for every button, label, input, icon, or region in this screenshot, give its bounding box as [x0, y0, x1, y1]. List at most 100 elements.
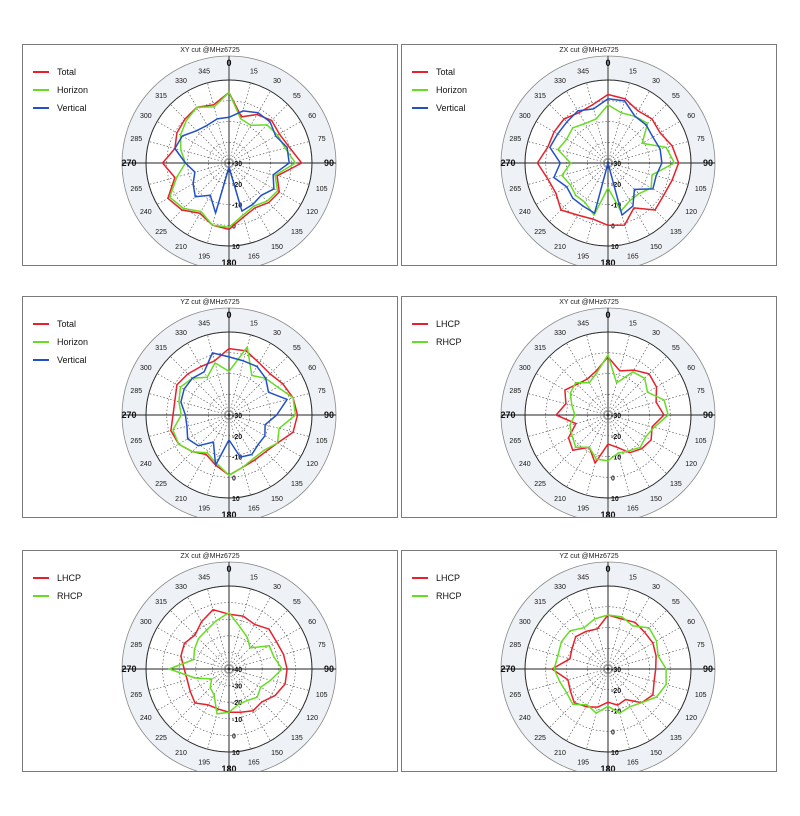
angle-label: 15	[629, 320, 637, 327]
angle-label: 225	[534, 481, 546, 488]
series-line-rhcp	[553, 614, 667, 714]
angle-label: 195	[198, 506, 210, 513]
angle-label: 330	[175, 330, 187, 337]
angle-label: 165	[248, 506, 260, 513]
legend-label: RHCP	[436, 591, 462, 601]
ring-label: -20	[232, 182, 242, 189]
angle-label: 285	[509, 136, 521, 143]
series-line-rhcp	[168, 611, 283, 715]
ring-label: 0	[611, 475, 615, 482]
angle-label: 270	[500, 158, 515, 168]
angle-label: 165	[627, 760, 639, 767]
legend-label: Total	[57, 67, 77, 77]
angle-label: 240	[140, 209, 152, 216]
angle-label: 135	[670, 735, 682, 742]
panel-yz-cut-circular: YZ cut @MHz6725 LHCP RHCP 0 15 30 55 60 75 90 1…	[401, 550, 777, 772]
angle-label: 55	[672, 345, 680, 352]
angle-label: 300	[140, 619, 152, 626]
angle-label: 15	[250, 320, 258, 327]
legend-label: Total	[57, 319, 77, 329]
angle-label: 15	[629, 68, 637, 75]
angle-label: 30	[652, 330, 660, 337]
angle-label: 180	[221, 510, 236, 518]
ring-label: -20	[611, 182, 621, 189]
angle-label: 330	[554, 78, 566, 85]
angle-label: 60	[308, 619, 316, 626]
angle-label: 315	[534, 345, 546, 352]
angle-label: 105	[316, 692, 328, 699]
legend-item-vertical: Vertical	[412, 99, 467, 117]
angle-label: 180	[600, 510, 615, 518]
panel-yz-cut-polarization: YZ cut @MHz6725 Total Horizon Vertical 0…	[22, 296, 398, 518]
ring-label: -30	[611, 161, 621, 168]
angle-label: 210	[554, 750, 566, 757]
ring-label: -30	[611, 667, 621, 674]
angle-label: 0	[226, 310, 231, 320]
angle-label: 0	[605, 58, 610, 68]
angle-label: 225	[155, 229, 167, 236]
angle-label: 15	[629, 574, 637, 581]
legend: LHCP RHCP	[412, 315, 462, 351]
angle-label: 75	[697, 388, 705, 395]
legend-swatch	[33, 595, 49, 597]
series-line-horizon	[172, 346, 297, 476]
ring-label: -20	[611, 688, 621, 695]
ring-label: -20	[232, 700, 242, 707]
legend-item-total: Total	[412, 63, 467, 81]
angle-label: 135	[291, 229, 303, 236]
angle-label: 265	[509, 438, 521, 445]
angle-label: 60	[687, 619, 695, 626]
angle-label: 90	[703, 410, 713, 420]
legend-swatch	[33, 341, 49, 343]
legend-swatch	[33, 323, 49, 325]
angle-label: 105	[695, 692, 707, 699]
ring-label: -20	[232, 434, 242, 441]
angle-label: 180	[600, 258, 615, 266]
angle-label: 270	[121, 410, 136, 420]
angle-label: 345	[198, 574, 210, 581]
angle-label: 135	[670, 481, 682, 488]
legend-swatch	[33, 359, 49, 361]
angle-label: 120	[685, 715, 697, 722]
angle-label: 210	[554, 496, 566, 503]
chart-title: ZX cut @MHz6725	[559, 47, 619, 54]
angle-label: 15	[250, 574, 258, 581]
angle-label: 30	[273, 584, 281, 591]
panel-zx-cut-polarization: ZX cut @MHz6725 Total Horizon Vertical 0…	[401, 44, 777, 266]
angle-label: 90	[324, 664, 334, 674]
angle-label: 120	[685, 461, 697, 468]
legend: Total Horizon Vertical	[33, 63, 88, 117]
series-line-total	[536, 93, 680, 227]
chart-title: XY cut @MHz6725	[559, 299, 619, 306]
legend-label: LHCP	[436, 573, 461, 583]
angle-label: 135	[670, 229, 682, 236]
angle-label: 150	[650, 244, 662, 251]
angle-label: 330	[175, 78, 187, 85]
legend-swatch	[412, 341, 428, 343]
legend-swatch	[33, 71, 49, 73]
legend-label: Horizon	[57, 85, 89, 95]
angle-label: 345	[577, 68, 589, 75]
legend-label: RHCP	[436, 337, 462, 347]
angle-label: 210	[175, 496, 187, 503]
angle-label: 315	[155, 599, 167, 606]
legend-item-rhcp: RHCP	[33, 587, 83, 605]
legend-item-horizon: Horizon	[33, 81, 88, 99]
legend-label: LHCP	[57, 573, 82, 583]
angle-label: 165	[248, 760, 260, 767]
angle-label: 30	[273, 78, 281, 85]
angle-label: 55	[672, 599, 680, 606]
angle-label: 270	[500, 410, 515, 420]
angle-label: 165	[627, 506, 639, 513]
legend-label: Vertical	[436, 103, 466, 113]
angle-label: 225	[155, 481, 167, 488]
angle-label: 90	[703, 664, 713, 674]
legend: LHCP RHCP	[33, 569, 83, 605]
panel-zx-cut-circular: ZX cut @MHz6725 LHCP RHCP 0 15 30 55 60 75 90 1…	[22, 550, 398, 772]
ring-label: -30	[232, 684, 242, 691]
angle-label: 30	[652, 584, 660, 591]
angle-label: 180	[600, 764, 615, 772]
chart-title: YZ cut @MHz6725	[180, 299, 240, 306]
angle-label: 150	[650, 496, 662, 503]
angle-label: 330	[554, 584, 566, 591]
